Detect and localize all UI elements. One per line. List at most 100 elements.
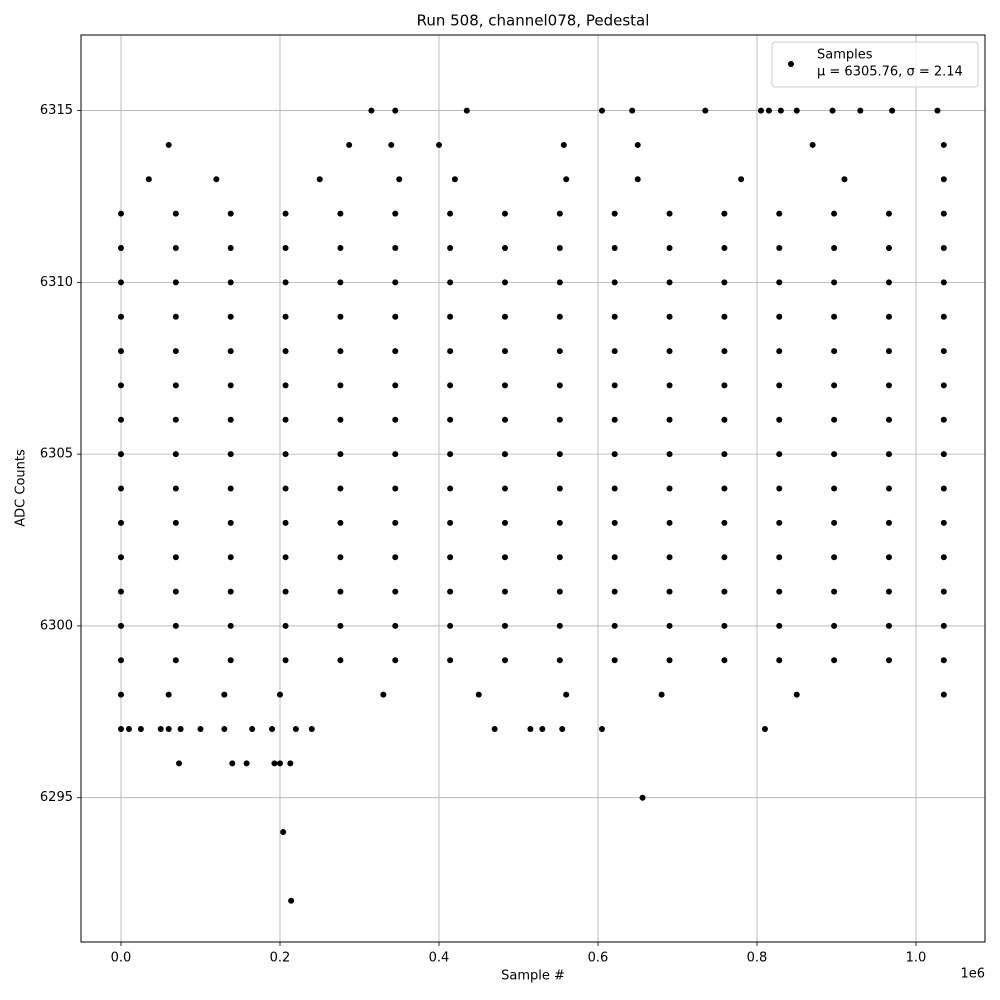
point [776, 657, 783, 664]
point [243, 760, 250, 767]
point [447, 279, 454, 286]
point [940, 554, 947, 561]
point [831, 245, 838, 252]
point [611, 622, 618, 629]
point [227, 348, 234, 355]
point [501, 416, 508, 423]
point [282, 382, 289, 389]
point [940, 176, 947, 183]
point [940, 622, 947, 629]
point [501, 588, 508, 595]
point [940, 519, 947, 526]
point [611, 554, 618, 561]
point [556, 348, 563, 355]
point [809, 141, 816, 148]
point [221, 725, 228, 732]
point [563, 176, 570, 183]
point [501, 348, 508, 355]
point [227, 279, 234, 286]
point [337, 245, 344, 252]
point [721, 382, 728, 389]
y-tick-label: 6295 [40, 790, 73, 805]
point [501, 451, 508, 458]
point [611, 279, 618, 286]
point [721, 245, 728, 252]
point [227, 622, 234, 629]
point [831, 348, 838, 355]
point [491, 725, 498, 732]
plot-frame [80, 34, 986, 943]
point [885, 622, 892, 629]
point [831, 279, 838, 286]
point [885, 313, 892, 320]
point [611, 210, 618, 217]
point [447, 416, 454, 423]
point [885, 416, 892, 423]
point [666, 348, 673, 355]
point [501, 313, 508, 320]
point [282, 210, 289, 217]
point [776, 210, 783, 217]
point [282, 554, 289, 561]
point [172, 279, 179, 286]
point [721, 485, 728, 492]
y-tick-label: 6310 [40, 275, 73, 290]
point [776, 554, 783, 561]
point [940, 141, 947, 148]
point [666, 416, 673, 423]
legend-label: Samples [817, 48, 873, 63]
point [337, 279, 344, 286]
point [611, 416, 618, 423]
point [337, 348, 344, 355]
point [634, 141, 641, 148]
point [392, 416, 399, 423]
grid: 0.0 0.2 0.4 0.6 0.8 1.0 6295 6300 6305 6310 6315 [40, 35, 985, 966]
point [117, 554, 124, 561]
point [556, 279, 563, 286]
point [885, 588, 892, 595]
point [776, 416, 783, 423]
point [501, 210, 508, 217]
point [172, 657, 179, 664]
point [885, 382, 892, 389]
point [227, 416, 234, 423]
point [447, 657, 454, 664]
point [940, 691, 947, 698]
point [666, 657, 673, 664]
point [556, 210, 563, 217]
point [447, 554, 454, 561]
y-tick-label: 6300 [40, 618, 73, 633]
point [392, 554, 399, 561]
point [757, 107, 764, 114]
point [117, 279, 124, 286]
point [282, 622, 289, 629]
point [447, 451, 454, 458]
point [145, 176, 152, 183]
point [556, 657, 563, 664]
point [598, 725, 605, 732]
point [117, 382, 124, 389]
point [721, 622, 728, 629]
point [831, 416, 838, 423]
point [721, 279, 728, 286]
point [776, 348, 783, 355]
point [368, 107, 375, 114]
point [501, 245, 508, 252]
point [721, 313, 728, 320]
point [777, 107, 784, 114]
point [392, 657, 399, 664]
point [831, 451, 838, 458]
point [611, 382, 618, 389]
point [117, 691, 124, 698]
point [172, 451, 179, 458]
point [666, 210, 673, 217]
x-tick-label: 1.0 [906, 951, 927, 966]
point [337, 485, 344, 492]
point [463, 107, 470, 114]
point [776, 485, 783, 492]
point [776, 588, 783, 595]
point [611, 348, 618, 355]
point [288, 897, 295, 904]
point [666, 519, 673, 526]
point [761, 725, 768, 732]
